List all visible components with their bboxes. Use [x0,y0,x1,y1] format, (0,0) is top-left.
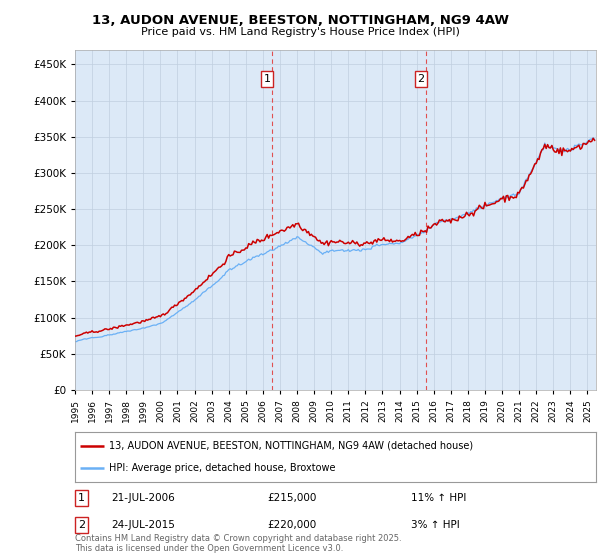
Text: 13, AUDON AVENUE, BEESTON, NOTTINGHAM, NG9 4AW (detached house): 13, AUDON AVENUE, BEESTON, NOTTINGHAM, N… [109,441,473,451]
Text: Price paid vs. HM Land Registry's House Price Index (HPI): Price paid vs. HM Land Registry's House … [140,27,460,37]
Text: 13, AUDON AVENUE, BEESTON, NOTTINGHAM, NG9 4AW: 13, AUDON AVENUE, BEESTON, NOTTINGHAM, N… [91,14,509,27]
Text: 3% ↑ HPI: 3% ↑ HPI [411,520,460,530]
Text: 1: 1 [263,74,271,84]
Text: 11% ↑ HPI: 11% ↑ HPI [411,493,466,503]
Text: 2: 2 [78,520,85,530]
Text: 24-JUL-2015: 24-JUL-2015 [111,520,175,530]
Text: 2: 2 [418,74,424,84]
Text: HPI: Average price, detached house, Broxtowe: HPI: Average price, detached house, Brox… [109,463,335,473]
Text: 21-JUL-2006: 21-JUL-2006 [111,493,175,503]
Text: £220,000: £220,000 [267,520,316,530]
Text: 1: 1 [78,493,85,503]
Text: £215,000: £215,000 [267,493,316,503]
Text: Contains HM Land Registry data © Crown copyright and database right 2025.
This d: Contains HM Land Registry data © Crown c… [75,534,401,553]
